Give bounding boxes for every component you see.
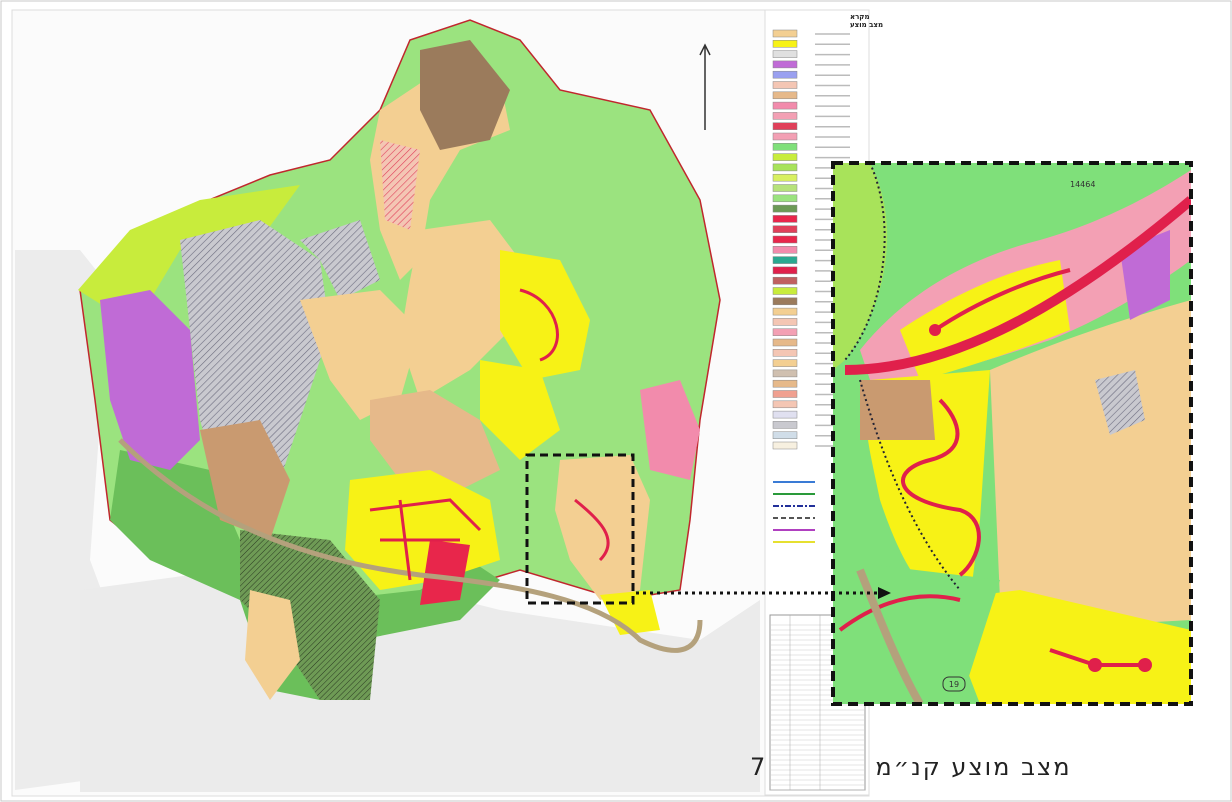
- legend-swatch: [772, 359, 798, 367]
- north-arrow: [699, 43, 711, 130]
- legend-swatch: [772, 246, 798, 254]
- commerce-zone: [640, 380, 700, 480]
- inset-road: [856, 568, 924, 704]
- legend-swatches: [772, 29, 850, 543]
- legend-swatch: [772, 369, 798, 378]
- legend-swatch: [772, 163, 798, 172]
- inset-parcel-label: 14464: [1070, 180, 1095, 189]
- inset-boundary: [844, 163, 961, 591]
- local-road: [369, 288, 610, 581]
- legend-swatch: [772, 307, 798, 316]
- inset-block-label: 19: [949, 680, 959, 689]
- legend-swatch: [772, 287, 798, 295]
- existing-village: [180, 220, 330, 490]
- legend-swatch: [772, 40, 798, 48]
- legend-title: מקרא: [850, 13, 870, 21]
- legend-swatch: [772, 441, 798, 450]
- legend-swatch: [772, 153, 798, 161]
- legend-swatch: [772, 173, 798, 182]
- inset-local-road: [838, 268, 1145, 667]
- topo-area: [15, 250, 240, 790]
- legend-swatch: [772, 81, 798, 89]
- inset-turnaround: [1088, 658, 1102, 672]
- legend-swatch: [772, 400, 798, 409]
- inset-map: 14464 19: [833, 163, 1191, 704]
- legend-subtitle: מצב מוצע: [850, 21, 883, 29]
- legend-swatch: [772, 421, 798, 429]
- inset-frame: [831, 161, 1193, 706]
- legend-swatch: [772, 379, 798, 388]
- forest-hatched: [240, 530, 380, 700]
- forest-zone: [110, 450, 500, 700]
- residential-special: [200, 420, 290, 540]
- inset-residential: [990, 300, 1191, 625]
- legend-swatch: [772, 204, 798, 213]
- legend-swatch: [772, 112, 798, 120]
- inset-residential-a: [940, 590, 1191, 704]
- legend-swatch: [772, 194, 798, 203]
- inset-main-road: [844, 196, 1191, 375]
- inset-block-badge: [942, 676, 966, 692]
- legend-swatch: [772, 431, 798, 439]
- legend-swatch: [772, 29, 798, 38]
- legend-swatch: [772, 390, 798, 398]
- legend-swatch: [772, 225, 798, 233]
- legend-swatch: [772, 91, 798, 100]
- main-road: [118, 438, 703, 653]
- legend-swatch: [772, 349, 798, 357]
- legend-swatch: [772, 235, 798, 244]
- inset-special: [860, 380, 935, 440]
- residential-a-zone: [500, 250, 590, 380]
- residential-a-zone: [480, 360, 560, 460]
- legend-swatch: [772, 70, 798, 79]
- legend-swatch: [772, 328, 798, 336]
- legend-swatch: [772, 318, 798, 326]
- legend-swatch: [772, 184, 798, 192]
- legend-swatch: [772, 410, 798, 419]
- legend-swatch: [772, 50, 798, 58]
- existing-village: [300, 220, 380, 300]
- legend-swatch: [772, 297, 798, 306]
- inset-existing: [1095, 370, 1145, 435]
- residential-zone: [245, 590, 300, 700]
- special-zone: [380, 140, 420, 230]
- legend-swatch: [772, 60, 798, 69]
- legend-swatch: [772, 338, 798, 347]
- legend-swatch: [772, 132, 798, 141]
- detail-frame: [525, 453, 635, 605]
- legend-swatch: [772, 143, 798, 151]
- connector-arrowhead: [878, 587, 891, 599]
- tourism-zone: [420, 40, 510, 150]
- public-zone: [100, 290, 200, 470]
- residential-zone: [400, 220, 520, 400]
- residential-zone: [370, 390, 500, 490]
- legend-swatch: [772, 122, 798, 130]
- inset-agri: [833, 163, 888, 370]
- inset-turnaround: [1138, 658, 1152, 672]
- legend-swatch: [772, 101, 798, 110]
- residential-zone: [300, 290, 420, 420]
- legend-swatch: [772, 215, 798, 223]
- legend-swatch: [772, 276, 798, 285]
- legend-swatch: [772, 266, 798, 275]
- legend-swatch: [772, 256, 798, 264]
- inset-turnaround: [929, 324, 941, 336]
- commercial-zone: [420, 540, 470, 605]
